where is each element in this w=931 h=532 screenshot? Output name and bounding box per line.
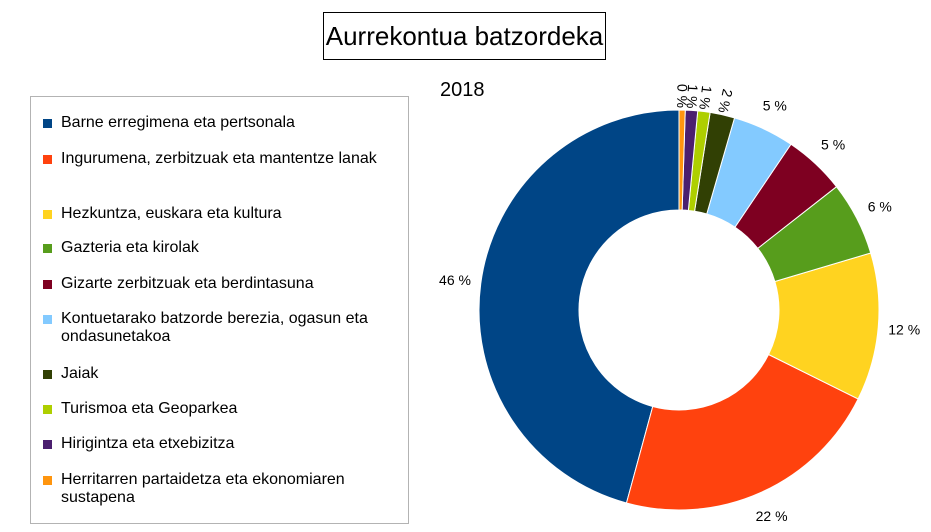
- chart-title: Aurrekontua batzordeka: [323, 12, 606, 60]
- legend-swatch: [43, 370, 52, 379]
- legend-label: Hirigintza eta etxebizitza: [61, 435, 235, 452]
- data-label: 1 %: [696, 85, 715, 111]
- legend: Barne erregimena eta pertsonala Ingurumen…: [30, 96, 409, 524]
- legend-swatch: [43, 315, 52, 324]
- donut-slice: [734, 143, 838, 250]
- data-label: 22 %: [756, 508, 788, 524]
- legend-swatch: [43, 405, 52, 414]
- legend-swatch: [43, 440, 52, 449]
- legend-label: Ingurumena, zerbitzuak eta mantentze lan…: [61, 150, 377, 167]
- donut-slice: [693, 111, 736, 215]
- data-label: 5 %: [763, 97, 787, 113]
- legend-label: Turismoa eta Geoparkea: [61, 400, 238, 417]
- data-label: 6 %: [868, 198, 892, 214]
- legend-swatch: [43, 280, 52, 289]
- legend-swatch: [43, 476, 52, 485]
- legend-label: Herritarren partaidetza eta ekonomiaren …: [61, 471, 345, 506]
- legend-swatch: [43, 210, 52, 219]
- chart-subtitle: 2018: [440, 79, 485, 101]
- donut-slice: [767, 252, 880, 400]
- donut-slice: [678, 109, 686, 211]
- legend-label: Jaiak: [61, 365, 99, 382]
- data-label: 0 %: [674, 84, 690, 108]
- legend-label: Kontuetarako batzorde berezia, ogasun et…: [61, 310, 368, 345]
- donut-slice: [625, 353, 859, 511]
- data-label: 46 %: [439, 272, 471, 288]
- legend-label: Hezkuntza, euskara eta kultura: [61, 205, 282, 222]
- legend-swatch: [43, 155, 52, 164]
- donut-slice: [687, 110, 711, 212]
- data-label: 2 %: [715, 88, 736, 115]
- donut-slice: [757, 186, 872, 283]
- donut-slice: [681, 109, 699, 211]
- legend-swatch: [43, 244, 52, 253]
- legend-label: Barne erregimena eta pertsonala: [61, 114, 295, 131]
- data-label: 12 %: [888, 321, 920, 337]
- data-label: 1 %: [684, 84, 701, 109]
- legend-label: Gazteria eta kirolak: [61, 239, 199, 256]
- data-label: 5 %: [821, 137, 845, 153]
- legend-swatch: [43, 119, 52, 128]
- donut-slice: [706, 117, 792, 228]
- donut-slice: [478, 109, 680, 504]
- legend-label: Gizarte zerbitzuak eta berdintasuna: [61, 275, 314, 292]
